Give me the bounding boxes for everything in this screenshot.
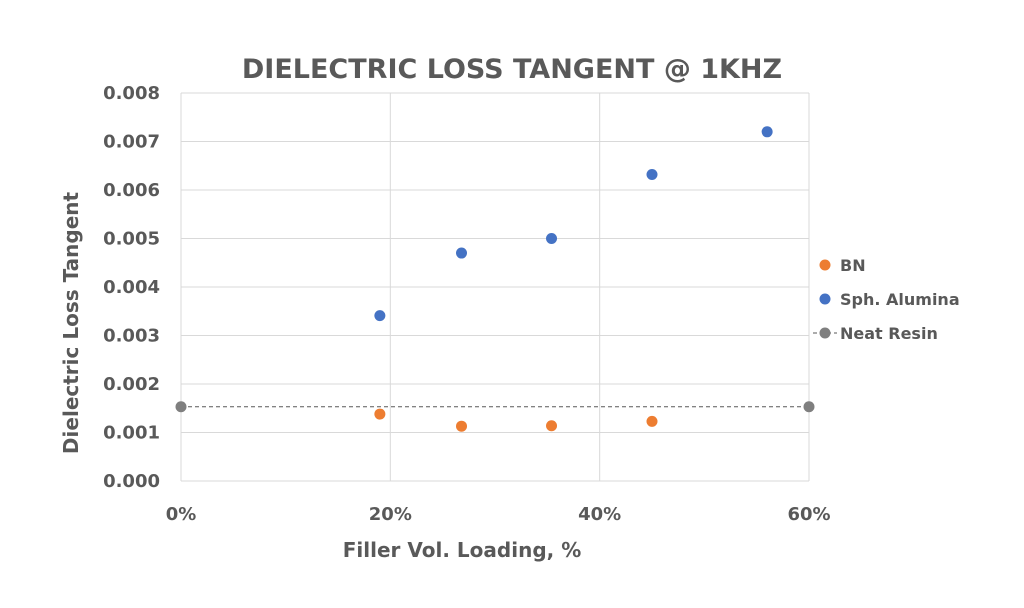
x-tick-label: 40% — [578, 504, 621, 525]
series-sph-alumina — [374, 126, 773, 322]
legend-label: Neat Resin — [840, 324, 938, 343]
x-tick-label: 0% — [166, 504, 197, 525]
legend: BN Sph. Alumina Neat Resin — [813, 256, 960, 343]
legend-label: Sph. Alumina — [840, 290, 960, 309]
data-point — [546, 420, 558, 432]
y-tick-label: 0.002 — [103, 374, 160, 395]
y-tick-label: 0.008 — [103, 83, 160, 104]
legend-label: BN — [840, 256, 866, 275]
data-point — [646, 168, 658, 180]
data-point — [803, 401, 815, 413]
y-tick-label: 0.003 — [103, 326, 160, 347]
y-tick-label: 0.007 — [103, 132, 160, 153]
series-neat-resin — [175, 401, 815, 413]
data-point — [456, 247, 468, 259]
data-point — [175, 401, 187, 413]
legend-item: Neat Resin — [813, 324, 938, 343]
data-point — [761, 126, 773, 138]
data-point — [374, 310, 386, 322]
y-tick-label: 0.000 — [103, 471, 160, 492]
axis-ticks: 0.000 0.001 0.002 0.003 0.004 0.005 0.006 0.007… — [103, 83, 830, 525]
series-bn — [374, 408, 658, 432]
y-axis-label: Dielectric Loss Tangent — [59, 192, 83, 455]
legend-marker — [819, 293, 831, 305]
y-tick-label: 0.005 — [103, 229, 160, 250]
legend-marker — [819, 259, 831, 271]
data-point — [374, 408, 386, 420]
plot-series — [175, 126, 815, 432]
x-tick-label: 20% — [369, 504, 412, 525]
x-axis-label: Filler Vol. Loading, % — [343, 538, 581, 562]
y-tick-label: 0.006 — [103, 180, 160, 201]
y-tick-label: 0.001 — [103, 423, 160, 444]
x-tick-label: 60% — [787, 504, 830, 525]
chart-title: DIELECTRIC LOSS TANGENT @ 1KHZ — [242, 54, 782, 85]
data-point — [646, 415, 658, 427]
y-tick-label: 0.004 — [103, 277, 160, 298]
legend-item: BN — [819, 256, 866, 275]
legend-item: Sph. Alumina — [819, 290, 960, 309]
grid — [180, 92, 810, 482]
data-point — [456, 420, 468, 432]
data-point — [546, 233, 558, 244]
legend-marker — [819, 327, 831, 339]
